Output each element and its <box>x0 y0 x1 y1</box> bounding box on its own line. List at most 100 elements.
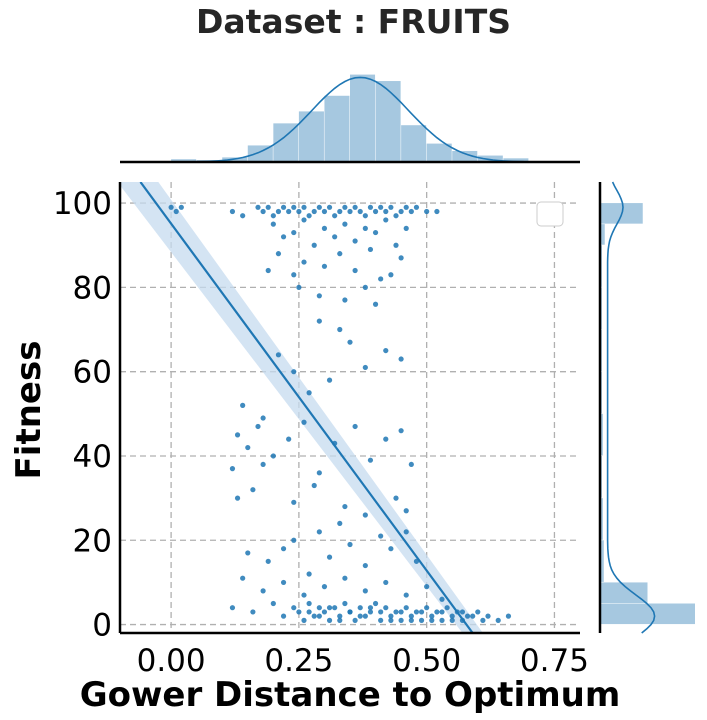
top-hist-bar <box>426 143 452 162</box>
scatter-point <box>316 293 322 299</box>
scatter-point <box>337 251 343 257</box>
scatter-point <box>240 575 246 581</box>
scatter-point <box>347 208 353 215</box>
scatter-point <box>229 605 236 611</box>
scatter-point <box>362 562 368 569</box>
scatter-point <box>280 204 287 210</box>
top-hist-bar <box>171 159 197 162</box>
scatter-point <box>413 204 420 210</box>
scatter-point <box>367 605 374 611</box>
scatter-point <box>347 609 353 615</box>
scatter-point <box>301 617 307 623</box>
scatter-point <box>352 238 358 244</box>
scatter-point <box>449 613 455 619</box>
scatter-point <box>424 605 430 611</box>
scatter-point <box>260 588 266 594</box>
scatter-point <box>347 541 353 548</box>
scatter-point <box>321 263 328 269</box>
scatter-point <box>449 617 455 623</box>
scatter-point <box>342 575 348 581</box>
y-tick-label: 20 <box>73 523 112 559</box>
scatter-point <box>296 609 302 615</box>
scatter-point <box>362 225 368 231</box>
scatter-point <box>311 613 317 619</box>
scatter-point <box>357 208 363 215</box>
scatter-point <box>245 550 251 556</box>
scatter-point <box>316 529 322 535</box>
scatter-point <box>291 499 297 505</box>
scatter-point <box>245 444 251 451</box>
scatter-point <box>418 609 425 615</box>
right-kde-curve <box>606 181 656 634</box>
x-axis-label: Gower Distance to Optimum <box>80 675 621 715</box>
scatter-point <box>388 272 394 278</box>
top-hist-bar <box>350 74 376 162</box>
top-hist-bar <box>477 155 503 162</box>
y-tick-label: 60 <box>73 355 112 391</box>
scatter-point <box>316 204 322 210</box>
scatter-point <box>255 204 261 210</box>
scatter-point <box>306 609 312 615</box>
regression-ci-band <box>120 182 483 633</box>
scatter-point <box>332 234 338 240</box>
scatter-point <box>393 609 399 615</box>
scatter-point <box>362 588 368 594</box>
scatter-point <box>250 487 256 493</box>
scatter-point <box>352 423 358 430</box>
top-hist-bar <box>375 81 401 162</box>
scatter-point <box>347 339 353 345</box>
y-tick-label: 80 <box>73 270 112 306</box>
scatter-point <box>311 242 317 248</box>
scatter-point <box>388 546 394 552</box>
scatter-point <box>378 276 384 282</box>
scatter-point <box>260 461 266 468</box>
regression-line <box>139 182 474 633</box>
scatter-point <box>342 503 348 510</box>
scatter-point <box>398 356 404 362</box>
legend-box <box>536 201 564 227</box>
scatter-point <box>270 213 276 219</box>
scatter-point <box>367 246 374 253</box>
x-tick-label: 0.75 <box>520 643 589 679</box>
scatter-point <box>275 208 282 215</box>
scatter-point <box>316 605 322 611</box>
scatter-point <box>326 554 333 560</box>
scatter-point <box>378 533 384 539</box>
scatter-point <box>485 613 491 619</box>
scatter-point <box>383 579 389 586</box>
scatter-point <box>429 613 435 619</box>
scatter-point <box>301 419 307 425</box>
scatter-point <box>337 208 343 215</box>
scatter-point <box>464 613 471 619</box>
scatter-point <box>311 482 317 489</box>
scatter-point <box>378 204 384 210</box>
scatter-point <box>367 204 374 210</box>
scatter-point <box>337 617 343 623</box>
scatter-point <box>362 364 368 371</box>
scatter-point <box>326 605 333 611</box>
scatter-point <box>229 466 236 472</box>
top-hist-bar <box>401 125 427 162</box>
scatter-point <box>296 208 302 215</box>
scatter-point <box>280 546 287 552</box>
top-hist-bar <box>452 150 478 162</box>
scatter-point <box>393 242 399 248</box>
x-tick-label: 0.25 <box>264 643 333 679</box>
x-tick-label: 0.50 <box>392 643 461 679</box>
top-hist-bar <box>324 95 350 162</box>
scatter-point <box>398 617 404 623</box>
right-hist-bar <box>600 498 603 540</box>
scatter-point <box>403 605 409 611</box>
scatter-point <box>424 584 430 590</box>
scatter-point <box>270 453 276 459</box>
scatter-point <box>444 605 450 611</box>
scatter-point <box>398 609 404 615</box>
scatter-point <box>403 204 409 210</box>
scatter-point <box>383 436 389 442</box>
scatter-point <box>459 609 466 615</box>
scatter-point <box>332 213 338 219</box>
scatter-point <box>337 520 343 527</box>
scatter-point <box>495 617 501 623</box>
scatter-point <box>418 617 425 623</box>
